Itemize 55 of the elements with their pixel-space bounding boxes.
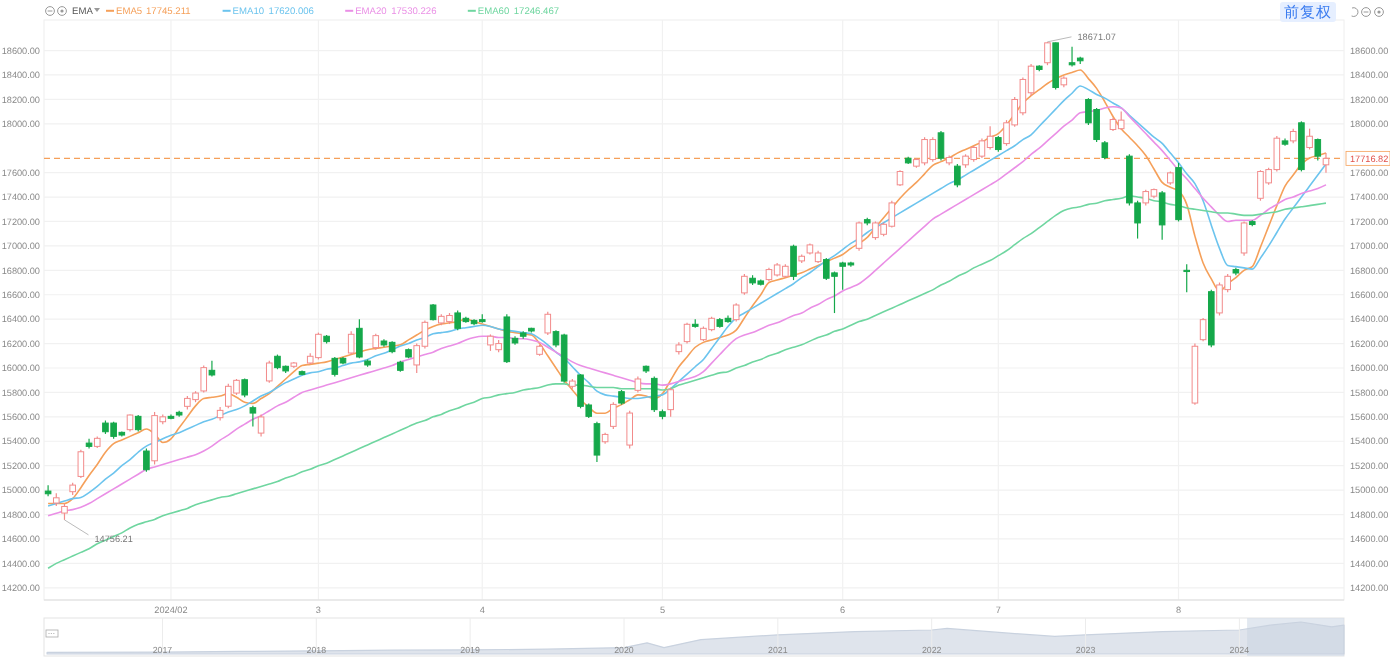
candlestick [1101, 140, 1109, 160]
candlestick [921, 136, 928, 166]
candlestick [77, 449, 85, 479]
candlestick [1240, 220, 1248, 257]
candlestick [741, 273, 748, 296]
candlestick [888, 200, 896, 229]
candlestick [577, 373, 584, 409]
candlestick [937, 130, 945, 162]
candlestick [626, 410, 633, 450]
candlestick [331, 356, 339, 378]
candlestick [1117, 110, 1125, 131]
candlestick [1093, 107, 1100, 143]
candlestick [732, 302, 740, 323]
candlestick [347, 330, 355, 356]
candlestick [929, 136, 937, 163]
candlestick [1158, 190, 1166, 241]
candlestick [790, 244, 797, 281]
candlestick [249, 405, 257, 428]
candlestick [315, 331, 322, 361]
candlestick [1298, 120, 1305, 173]
candlestick [1199, 317, 1207, 342]
candlestick [44, 484, 52, 497]
candlestick [225, 383, 232, 409]
candlestick [560, 333, 568, 384]
candlestick [257, 413, 265, 437]
candlestick [872, 220, 879, 241]
candlestick [650, 375, 658, 413]
candlestick [151, 411, 158, 466]
candlestick [200, 364, 208, 394]
candlestick [954, 163, 961, 188]
candlestick [143, 447, 150, 473]
candlestick [265, 360, 273, 384]
candlestick [822, 257, 830, 281]
candlestick [986, 125, 994, 151]
candlestick [1183, 263, 1191, 293]
candlestick [593, 421, 601, 463]
candlestick [1306, 128, 1313, 151]
candlestick [544, 311, 552, 336]
line-series [47, 195, 1327, 570]
candlestick [667, 386, 674, 418]
candlestick [978, 137, 986, 159]
candlestick [503, 313, 511, 364]
candlestick [683, 322, 691, 345]
candlestick [454, 310, 461, 331]
candlestick [208, 360, 216, 378]
candlestick [1314, 137, 1322, 162]
candlestick [839, 261, 846, 291]
candlestick [241, 377, 248, 398]
candlestick [1216, 281, 1223, 317]
candlestick [1052, 41, 1059, 91]
candlestick [1257, 169, 1264, 202]
candlestick [855, 220, 863, 252]
candlestick [356, 318, 363, 359]
candlestick [1068, 46, 1076, 67]
candlestick [610, 401, 617, 430]
